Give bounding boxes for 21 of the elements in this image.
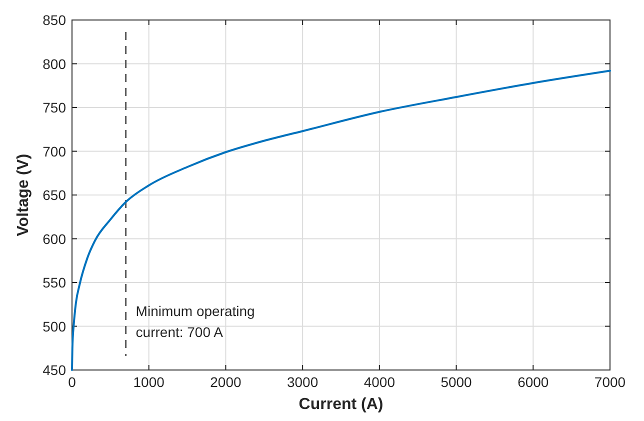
y-tick-label: 800 bbox=[42, 56, 66, 72]
y-axis-title: Voltage (V) bbox=[15, 154, 32, 236]
ref-line-label: Minimum operating current: 700 A bbox=[136, 303, 255, 340]
x-axis-title: Current (A) bbox=[298, 396, 384, 413]
x-tick-label: 0 bbox=[68, 374, 76, 390]
x-tick-label: 2000 bbox=[210, 374, 242, 390]
y-tick-label: 450 bbox=[42, 362, 66, 378]
y-tick-label: 850 bbox=[42, 12, 66, 28]
y-tick-label: 500 bbox=[42, 318, 66, 334]
y-tick-label: 600 bbox=[42, 230, 66, 247]
y-tick-label: 750 bbox=[42, 100, 66, 116]
y-tick-label: 700 bbox=[42, 143, 66, 160]
line-series bbox=[71, 70, 611, 371]
y-tick-label: 650 bbox=[42, 187, 66, 203]
x-tick-label: 6000 bbox=[518, 374, 549, 390]
x-tick-label: 3000 bbox=[286, 374, 318, 390]
x-tick-label: 7000 bbox=[594, 374, 626, 390]
x-tick-label: 4000 bbox=[364, 374, 396, 390]
x-tick-label: 5000 bbox=[440, 374, 472, 390]
y-tick-label: 550 bbox=[42, 274, 66, 290]
x-tick-label: 1000 bbox=[133, 374, 165, 390]
